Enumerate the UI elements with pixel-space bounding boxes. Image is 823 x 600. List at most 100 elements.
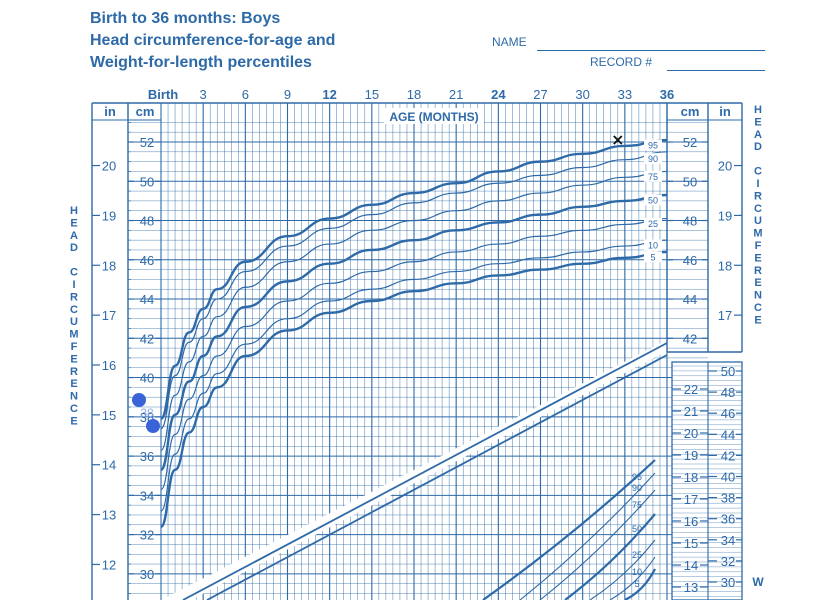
x-tick-15: 15 <box>365 87 379 102</box>
left-cm-tick-50: 50 <box>140 174 154 189</box>
left-cm-tick-32: 32 <box>140 528 154 543</box>
axis-label-bg <box>384 108 484 124</box>
left-title-letter-6: I <box>72 279 75 291</box>
wl-curve-label-25: 25 <box>632 550 642 560</box>
left-in-tick-15: 15 <box>102 408 116 423</box>
hc-curve-label-50: 50 <box>648 195 658 205</box>
hc-curve-5 <box>159 250 668 528</box>
right-in-tick-17: 17 <box>718 308 732 323</box>
wl-curve-25 <box>589 539 656 600</box>
left-title-letter-7: R <box>70 291 78 303</box>
right-title-letter-16: C <box>754 302 762 314</box>
hc-curve-75 <box>160 170 668 451</box>
left-title-letter-12: E <box>70 353 77 365</box>
hc-curve-90 <box>160 151 668 430</box>
x-tick-Birth: Birth <box>148 87 178 102</box>
hc-curve-label-5: 5 <box>650 252 655 262</box>
left-title-letter-11: F <box>71 341 78 353</box>
x-tick-30: 30 <box>575 87 589 102</box>
left-cm-tick-46: 46 <box>140 253 154 268</box>
right-weight-letter: W <box>752 575 764 589</box>
left-title-letter-1: E <box>70 217 77 229</box>
left-title-letter-10: M <box>69 329 78 341</box>
left-cm-tick-42: 42 <box>140 331 154 346</box>
right-cm-tick-42: 42 <box>683 331 697 346</box>
left-cm-tick-48: 48 <box>140 214 154 229</box>
hc-curve-10 <box>160 239 668 512</box>
left-in-tick-17: 17 <box>102 308 116 323</box>
left-title-letter-8: C <box>70 304 78 316</box>
blue-dot-0 <box>132 393 146 407</box>
left-title-letter-2: A <box>70 230 78 242</box>
right-title-letter-15: N <box>754 290 762 302</box>
wl-kg-tick-21: 21 <box>684 404 698 419</box>
cross-marker-0 <box>613 135 623 145</box>
right-title-letter-11: F <box>755 240 762 252</box>
wl-kg-tick-18: 18 <box>684 470 698 485</box>
left-cm-tick-36: 36 <box>140 449 154 464</box>
wl-curve-label-50: 50 <box>632 524 642 534</box>
right-title-letter-14: E <box>754 277 761 289</box>
hc-curve-25 <box>160 217 668 491</box>
right-title-letter-3: D <box>754 141 762 153</box>
left-cm-tick-40: 40 <box>140 371 154 386</box>
x-axis-label: AGE (MONTHS) <box>389 110 478 124</box>
wl-curve-label-75: 75 <box>632 500 642 510</box>
x-tick-21: 21 <box>449 87 463 102</box>
wl-lb-tick-32: 32 <box>721 554 735 569</box>
left-title-letter-13: R <box>70 366 78 378</box>
diagonal-border-top <box>182 342 668 600</box>
left-cm-tick-30: 30 <box>140 567 154 582</box>
left-in-tick-16: 16 <box>102 358 116 373</box>
left-in-tick-18: 18 <box>102 258 116 273</box>
right-cm-unit: cm <box>681 104 700 119</box>
chart-title-line1: Birth to 36 months: Boys <box>90 10 281 27</box>
right-title-letter-1: E <box>754 116 761 128</box>
left-title-letter-14: E <box>70 378 77 390</box>
wl-panel-frame <box>671 361 743 600</box>
left-title-letter-0: H <box>70 205 78 217</box>
wl-curve-label-95: 95 <box>632 472 642 482</box>
wl-lb-tick-40: 40 <box>721 470 735 485</box>
left-title-letter-5: C <box>70 267 78 279</box>
wl-kg-tick-22: 22 <box>684 382 698 397</box>
right-title-letter-2: A <box>754 129 762 141</box>
right-title-letter-17: E <box>754 314 761 326</box>
hc-curve-label-10: 10 <box>648 241 658 251</box>
right-cm-tick-48: 48 <box>683 214 697 229</box>
wl-kg-tick-20: 20 <box>684 426 698 441</box>
wl-curve-10 <box>609 556 656 600</box>
wl-curve-95 <box>482 459 656 600</box>
x-tick-3: 3 <box>200 87 207 102</box>
right-in-tick-19: 19 <box>718 208 732 223</box>
left-title-letter-16: C <box>70 403 78 415</box>
hc-curve-label-25: 25 <box>648 219 658 229</box>
right-title-letter-13: R <box>754 265 762 277</box>
left-title-letter-9: U <box>70 316 78 328</box>
wl-lb-tick-46: 46 <box>721 406 735 421</box>
left-in-tick-20: 20 <box>102 159 116 174</box>
left-in-tick-13: 13 <box>102 508 116 523</box>
wl-lb-tick-50: 50 <box>721 364 735 379</box>
right-cm-tick-52: 52 <box>683 135 697 150</box>
wl-curve-90 <box>519 472 656 600</box>
left-cm-tick-34: 34 <box>140 488 154 503</box>
hc-curve-label-75: 75 <box>648 172 658 182</box>
wl-kg-tick-16: 16 <box>684 514 698 529</box>
left-cm-tick-52: 52 <box>140 135 154 150</box>
right-title-letter-0: H <box>754 104 762 116</box>
name-field[interactable]: NAME <box>492 35 765 51</box>
name-line <box>537 50 765 51</box>
wl-curve-5 <box>624 568 656 600</box>
wl-lb-tick-38: 38 <box>721 491 735 506</box>
record-line <box>667 70 765 71</box>
chart-title-line2: Head circumference-for-age and <box>90 32 336 49</box>
left-in-tick-19: 19 <box>102 208 116 223</box>
hc-curve-50 <box>159 193 668 472</box>
left-in-unit: in <box>104 104 116 119</box>
right-title-letter-12: E <box>754 252 761 264</box>
chart-title-line3: Weight-for-length percentiles <box>90 54 312 71</box>
right-cm-tick-50: 50 <box>683 174 697 189</box>
wl-curve-50 <box>564 513 656 600</box>
record-field[interactable]: RECORD # <box>590 55 765 71</box>
